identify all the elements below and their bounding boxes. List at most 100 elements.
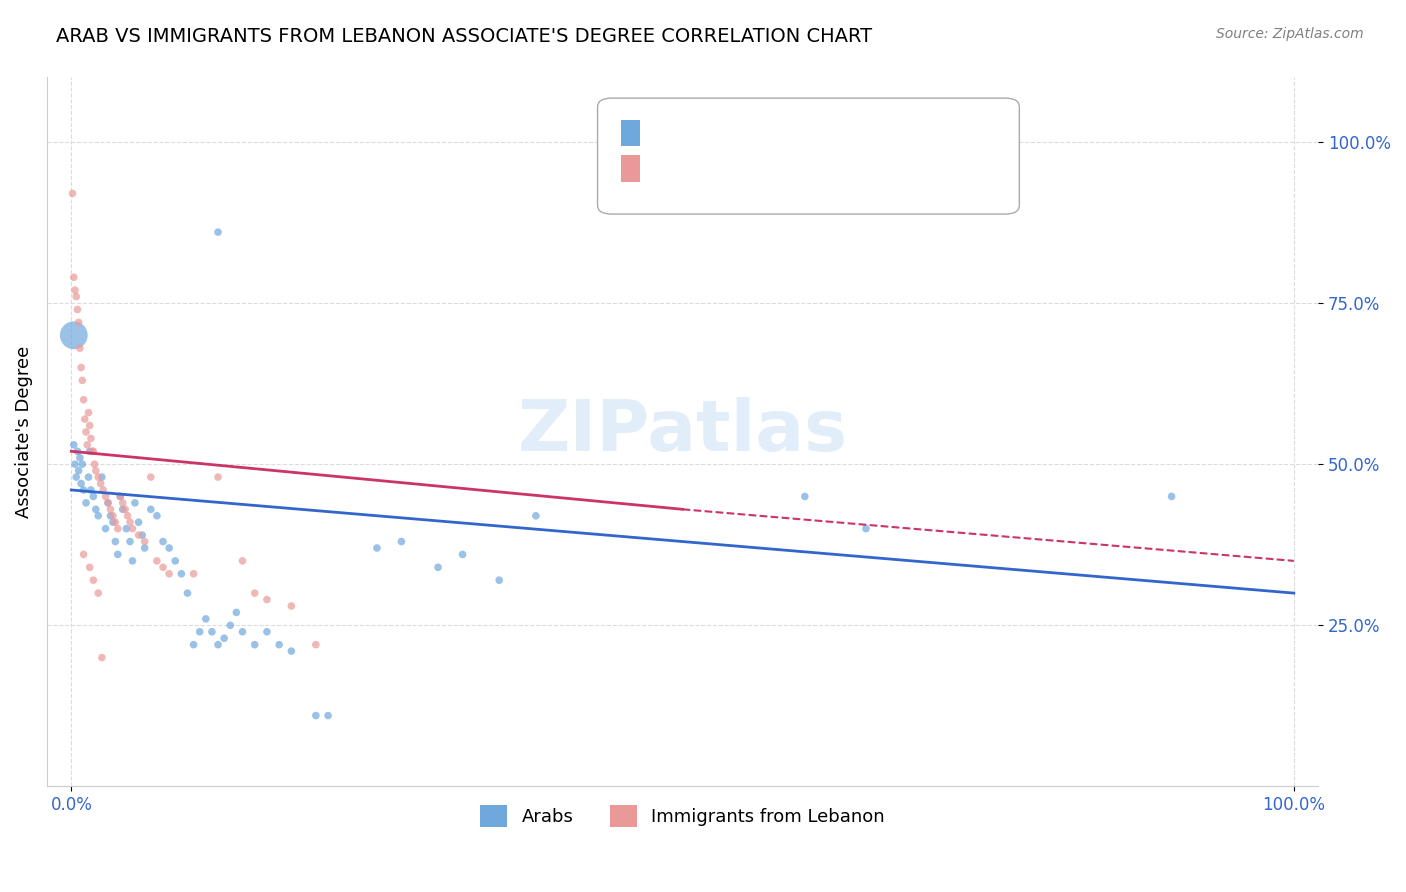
Point (107, 548, 129, 562)
Point (121, 554, 143, 568)
Text: 63: 63 (813, 123, 838, 141)
Point (70, 476, 93, 491)
Point (94, 522, 117, 536)
Point (231, 624, 253, 639)
Point (84, 464, 107, 478)
Point (82, 444, 104, 458)
Point (83, 457, 105, 471)
Point (146, 508, 169, 523)
Point (69, 450, 91, 465)
Point (100, 508, 122, 523)
Text: -0.172: -0.172 (689, 123, 754, 141)
Text: N =: N = (773, 123, 813, 141)
Point (134, 534, 156, 549)
Point (76, 438, 98, 452)
Text: 53: 53 (813, 159, 838, 177)
Point (79, 560, 101, 574)
Point (101, 515, 124, 529)
Point (66, 444, 89, 458)
Point (146, 554, 169, 568)
Text: N =: N = (773, 159, 813, 177)
Point (87, 470, 110, 484)
Point (72, 392, 94, 407)
Point (212, 632, 235, 646)
Point (451, 548, 474, 562)
Point (256, 624, 278, 639)
Point (139, 502, 162, 516)
Point (269, 638, 291, 652)
Point (207, 470, 229, 484)
Point (165, 554, 187, 568)
Point (225, 606, 247, 620)
Point (366, 541, 388, 555)
Point (152, 560, 174, 574)
Point (157, 541, 180, 555)
Point (128, 515, 150, 529)
Legend: Arabs, Immigrants from Lebanon: Arabs, Immigrants from Lebanon (472, 797, 893, 834)
Point (305, 708, 328, 723)
Point (316, 708, 339, 723)
Point (121, 522, 143, 536)
Point (63, 457, 86, 471)
Point (201, 624, 224, 639)
Point (82, 490, 104, 504)
Point (793, 490, 815, 504)
Point (75, 425, 97, 439)
Point (111, 496, 134, 510)
Point (131, 528, 153, 542)
Point (101, 508, 124, 523)
Point (62, 270, 84, 285)
Point (194, 612, 217, 626)
Point (107, 522, 129, 536)
Point (488, 573, 510, 587)
Point (110, 490, 132, 504)
Point (72, 548, 94, 562)
Point (389, 534, 412, 549)
Point (280, 644, 302, 658)
Point (73, 412, 96, 426)
Point (62, 328, 84, 343)
Point (75, 496, 97, 510)
Point (66, 302, 89, 317)
Point (111, 502, 134, 516)
Y-axis label: Associate's Degree: Associate's Degree (15, 346, 32, 518)
Point (183, 566, 205, 581)
Point (90, 476, 112, 491)
Point (280, 599, 302, 613)
Point (110, 490, 132, 504)
Point (97, 496, 120, 510)
Point (117, 508, 139, 523)
Point (80, 431, 103, 445)
Point (94, 490, 117, 504)
Point (152, 534, 174, 549)
Point (231, 554, 253, 568)
Text: R =: R = (647, 123, 686, 141)
Point (170, 566, 193, 581)
Point (524, 508, 547, 523)
Text: -0.106: -0.106 (689, 159, 754, 177)
Text: ZIPatlas: ZIPatlas (517, 398, 848, 467)
Point (104, 515, 127, 529)
Point (72, 483, 94, 497)
Point (219, 618, 242, 632)
Point (87, 586, 110, 600)
Point (124, 496, 146, 510)
Point (188, 624, 211, 639)
Point (79, 444, 101, 458)
Point (72, 457, 94, 471)
Point (87, 508, 110, 523)
Point (69, 341, 91, 355)
Point (1160, 490, 1182, 504)
Point (128, 528, 150, 542)
Point (207, 225, 229, 239)
Point (183, 638, 205, 652)
Point (207, 638, 229, 652)
Point (855, 522, 877, 536)
Point (97, 496, 120, 510)
Point (79, 418, 101, 433)
Point (139, 470, 162, 484)
Point (305, 638, 328, 652)
Point (82, 573, 104, 587)
Point (118, 534, 141, 549)
Point (118, 515, 141, 529)
